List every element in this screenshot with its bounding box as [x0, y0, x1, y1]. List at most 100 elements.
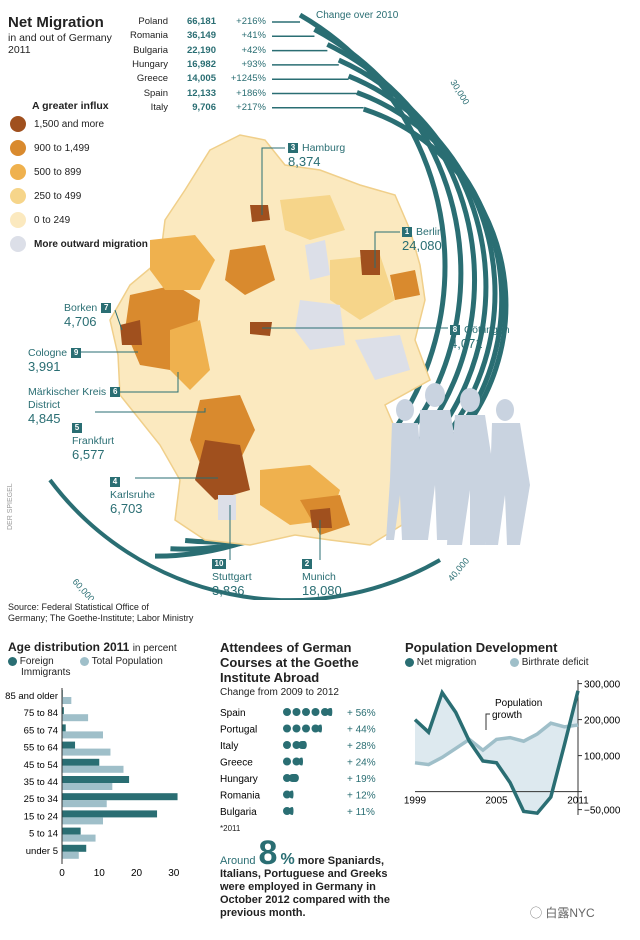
age-xtick-label: 10 — [94, 868, 106, 879]
age-chart-title-main: Age distribution 2011 — [8, 640, 130, 654]
age-bar-total — [62, 765, 124, 773]
germany-map — [109, 134, 431, 546]
city-name: Hamburg — [302, 142, 346, 154]
legend-swatch — [10, 116, 26, 132]
country-row: Bulgaria 22,190 +42% — [110, 45, 270, 56]
city-maerkischer-kreis: Märkischer Kreis 6 District 4,845 — [28, 386, 124, 425]
city-value: 4,845 — [28, 411, 61, 426]
city-value: 3,836 — [212, 583, 245, 598]
goethe-dot-partial — [288, 774, 299, 782]
population-growth-area — [415, 690, 578, 814]
legend-item: 0 to 249 — [10, 210, 70, 230]
map-subtitle: in and out of Germany — [8, 32, 112, 44]
city-karlsruhe: 4 Karlsruhe 6,703 — [110, 476, 155, 515]
country-value: 14,005 — [186, 73, 216, 85]
age-legend-foreign: Foreign Immigrants — [8, 656, 70, 678]
goethe-dot — [283, 708, 291, 716]
population-annotation-line1: Population — [495, 698, 542, 709]
city-munich: 2 Munich 18,080 — [302, 558, 342, 597]
age-bar-foreign — [62, 741, 76, 749]
legend-swatch — [10, 212, 26, 228]
change-label: Change over 2010 — [316, 10, 399, 21]
goethe-dot-partial — [288, 807, 294, 815]
legend-swatch — [10, 188, 26, 204]
highlight-line5: previous month. — [220, 907, 306, 919]
city-goettingen: 8 Göttingen 4,071 — [450, 324, 510, 350]
age-bar-foreign — [62, 844, 87, 852]
ring-label-30k: 30,000 — [448, 78, 471, 107]
highlight-rest: more Spaniards, — [297, 855, 385, 867]
population-xtick-label: 1999 — [404, 796, 427, 807]
country-row: Greece 14,005 +1245% — [110, 73, 270, 84]
country-name: Bulgaria — [133, 44, 168, 56]
goethe-title-line1: Attendees of German — [220, 640, 352, 655]
country-value: 16,982 — [186, 58, 216, 70]
goethe-dot — [283, 741, 291, 749]
legend-title: A greater influx — [32, 100, 109, 112]
highlight-prefix: Around — [220, 855, 256, 867]
country-row: Poland 66,181 +216% — [110, 16, 270, 27]
city-number-badge: 1 — [402, 227, 412, 238]
age-chart-title: Age distribution 2011 in percent — [8, 640, 177, 654]
city-name: Frankfurt — [72, 435, 115, 447]
city-name: Borken — [64, 302, 98, 314]
city-name-line2: District — [28, 399, 61, 411]
country-value: 9,706 — [192, 101, 216, 113]
age-chart-title-suffix: in percent — [132, 643, 177, 654]
country-name: Romania — [129, 30, 168, 42]
age-bar-total — [62, 800, 107, 808]
city-number-badge: 8 — [450, 325, 460, 336]
city-number-badge: 3 — [288, 143, 298, 154]
age-bar-foreign — [62, 707, 64, 715]
country-name: Poland — [138, 16, 168, 27]
ring-label-60k: 60,000 — [71, 577, 97, 600]
goethe-dot-partial — [298, 757, 303, 766]
goethe-dots-chart: Spain + 56% Portugal + 44% Italy + 28% Greece +… — [220, 708, 376, 818]
city-value: 24,080 — [402, 238, 442, 253]
birthrate-deficit-line — [414, 721, 579, 767]
legend-dot-icon — [510, 657, 519, 667]
age-bar-foreign — [62, 724, 66, 732]
city-number-badge: 4 — [110, 477, 120, 488]
legend-label: 1,500 and more — [34, 118, 105, 130]
watermark-text: 白露NYC — [545, 906, 595, 920]
goethe-dot — [283, 774, 291, 782]
migration-map: 30,000 40,000 60,000 DER SPIEGEL — [7, 12, 530, 600]
legend-label: Net migration — [416, 657, 477, 668]
goethe-dot — [311, 724, 320, 733]
city-name: Karlsruhe — [110, 489, 155, 501]
age-bar-foreign — [62, 758, 100, 766]
age-bar-foreign — [62, 827, 81, 835]
population-ytick-label: 100,000 — [584, 752, 621, 763]
goethe-value-label: + 11% — [347, 807, 375, 818]
legend-label: More outward migration — [34, 238, 148, 250]
legend-dot-icon — [8, 656, 17, 666]
city-value: 6,577 — [72, 447, 105, 462]
goethe-dot-partial — [298, 741, 307, 749]
population-annotation-line2: growth — [492, 710, 522, 721]
city-number-badge: 10 — [212, 559, 226, 570]
goethe-title-line3: Institute Abroad — [220, 670, 320, 685]
age-bar-total — [62, 783, 113, 790]
city-hamburg: 3 Hamburg 8,374 — [288, 142, 345, 168]
legend-swatch — [10, 164, 26, 180]
legend-label: Total Population — [91, 656, 163, 667]
age-category-label: 25 to 34 — [24, 794, 58, 805]
goethe-country-label: Spain — [220, 708, 246, 719]
legend-label: Birthrate deficit — [521, 657, 589, 668]
population-legend-net: Net migration — [405, 657, 476, 668]
legend-dot-icon — [405, 657, 414, 667]
age-category-label: 85 and older — [5, 691, 58, 702]
city-value: 8,374 — [288, 154, 321, 169]
age-category-label: 55 to 64 — [24, 743, 58, 754]
city-cologne: Cologne 9 3,991 — [28, 347, 85, 373]
highlight-line2: Italians, Portuguese and Greeks — [220, 868, 388, 880]
age-xtick-label: 0 — [59, 868, 65, 879]
goethe-footnote: *2011 — [220, 824, 241, 833]
goethe-subtitle: Change from 2009 to 2012 — [220, 687, 339, 698]
country-name: Hungary — [132, 58, 168, 70]
age-category-label: 65 to 74 — [24, 725, 58, 736]
map-year: 2011 — [8, 44, 31, 56]
age-bar-foreign — [62, 793, 178, 801]
city-name: Göttingen — [464, 324, 510, 336]
